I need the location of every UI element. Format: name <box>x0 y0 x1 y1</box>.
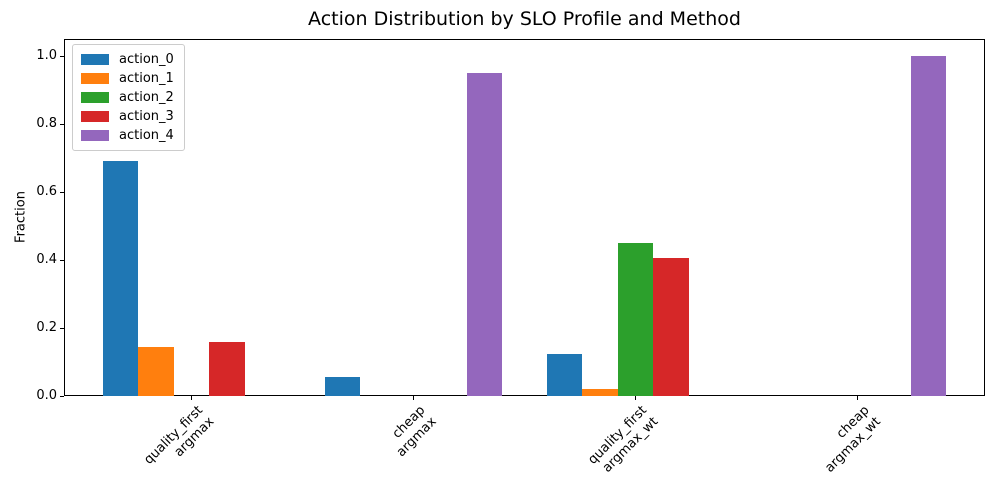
legend: action_0 action_1 action_2 action_3 action_4 <box>72 44 185 151</box>
x-tick-label: quality_first argmax_wt <box>585 403 662 476</box>
x-tick-label: cheap argmax <box>389 403 440 460</box>
y-tick-mark <box>60 327 64 329</box>
legend-label: action_0 <box>119 52 174 67</box>
legend-item: action_4 <box>81 126 174 145</box>
legend-swatch-action_0 <box>81 54 109 65</box>
y-tick-label: 1.0 <box>36 48 57 63</box>
y-tick-mark <box>60 259 64 261</box>
bar-action_0-group_2 <box>546 353 583 396</box>
legend-item: action_0 <box>81 50 174 69</box>
legend-label: action_4 <box>119 128 174 143</box>
legend-swatch-action_3 <box>81 111 109 122</box>
y-tick-label: 0.6 <box>36 184 57 199</box>
y-tick-mark <box>60 123 64 125</box>
y-tick-label: 0.2 <box>36 320 57 335</box>
bar-action_1-group_0 <box>138 346 174 396</box>
legend-label: action_3 <box>119 109 174 124</box>
legend-label: action_2 <box>119 90 174 105</box>
legend-swatch-action_1 <box>81 73 109 84</box>
legend-item: action_3 <box>81 107 174 126</box>
bar-action_4-group_1 <box>466 73 503 396</box>
x-tick-mark <box>634 396 636 400</box>
legend-item: action_1 <box>81 69 174 88</box>
x-tick-mark <box>856 396 858 400</box>
y-tick-label: 0.0 <box>36 388 57 403</box>
y-tick-label: 0.8 <box>36 116 57 131</box>
legend-swatch-action_4 <box>81 130 109 141</box>
bar-action_0-group_1 <box>324 377 361 396</box>
x-tick-mark <box>413 396 415 400</box>
y-tick-mark <box>60 191 64 193</box>
bar-action_3-group_2 <box>653 258 689 396</box>
legend-swatch-action_2 <box>81 92 109 103</box>
y-tick-mark <box>60 55 64 57</box>
bar-action_3-group_0 <box>209 341 245 396</box>
bar-action_1-group_2 <box>582 389 618 396</box>
chart-title: Action Distribution by SLO Profile and M… <box>308 8 741 30</box>
plot-area <box>64 39 985 396</box>
legend-label: action_1 <box>119 71 174 86</box>
x-tick-mark <box>191 396 193 400</box>
x-tick-label: quality_first argmax <box>141 403 218 468</box>
x-tick-label: cheap argmax_wt <box>821 403 883 476</box>
y-tick-mark <box>60 395 64 397</box>
y-tick-label: 0.4 <box>36 252 57 267</box>
bar-action_0-group_0 <box>102 161 139 396</box>
bar-action_4-group_3 <box>910 56 947 396</box>
legend-item: action_2 <box>81 88 174 107</box>
bar-action_2-group_2 <box>617 243 654 396</box>
